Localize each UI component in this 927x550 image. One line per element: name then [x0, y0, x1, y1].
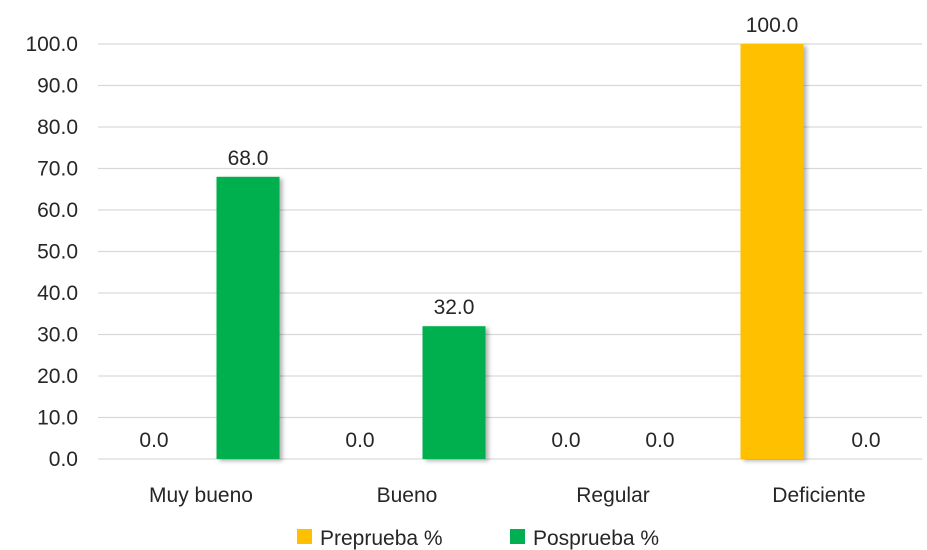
- x-category-label: Bueno: [377, 484, 438, 507]
- y-tick-label: 50.0: [37, 241, 78, 264]
- x-category-label: Deficiente: [772, 484, 865, 507]
- data-label: 32.0: [434, 296, 475, 319]
- bar: [740, 44, 804, 459]
- data-labels: 0.0 68.0 0.0 32.0 0.0 0.0 100.0 0.0: [139, 14, 880, 452]
- y-tick-label: 80.0: [37, 116, 78, 139]
- data-label: 100.0: [746, 14, 799, 37]
- data-label: 0.0: [551, 429, 580, 452]
- data-label: 0.0: [139, 429, 168, 452]
- y-tick-label: 20.0: [37, 365, 78, 388]
- y-tick-label: 90.0: [37, 75, 78, 98]
- y-tick-label: 30.0: [37, 324, 78, 347]
- data-label: 0.0: [851, 429, 880, 452]
- data-label: 68.0: [228, 147, 269, 170]
- bars: [216, 44, 804, 460]
- y-axis-tick-labels: 0.0 10.0 20.0 30.0 40.0 50.0 60.0 70.0 80.0 90.0 1…: [25, 33, 78, 471]
- legend-label: Posprueba %: [533, 527, 659, 550]
- legend-swatch: [297, 529, 312, 544]
- legend-label: Preprueba %: [320, 527, 443, 550]
- y-tick-label: 70.0: [37, 158, 78, 181]
- y-tick-label: 0.0: [49, 448, 78, 471]
- x-category-label: Muy bueno: [149, 484, 253, 507]
- y-tick-label: 40.0: [37, 282, 78, 305]
- data-label: 0.0: [645, 429, 674, 452]
- x-axis-category-labels: Muy bueno Bueno Regular Deficiente: [149, 484, 866, 507]
- x-category-label: Regular: [576, 484, 650, 507]
- bar: [216, 176, 280, 460]
- data-label: 0.0: [345, 429, 374, 452]
- bar: [422, 326, 486, 459]
- y-tick-label: 60.0: [37, 199, 78, 222]
- legend-swatch: [510, 529, 525, 544]
- y-tick-label: 10.0: [37, 407, 78, 430]
- y-tick-label: 100.0: [25, 33, 78, 56]
- legend: Preprueba % Posprueba %: [297, 527, 659, 550]
